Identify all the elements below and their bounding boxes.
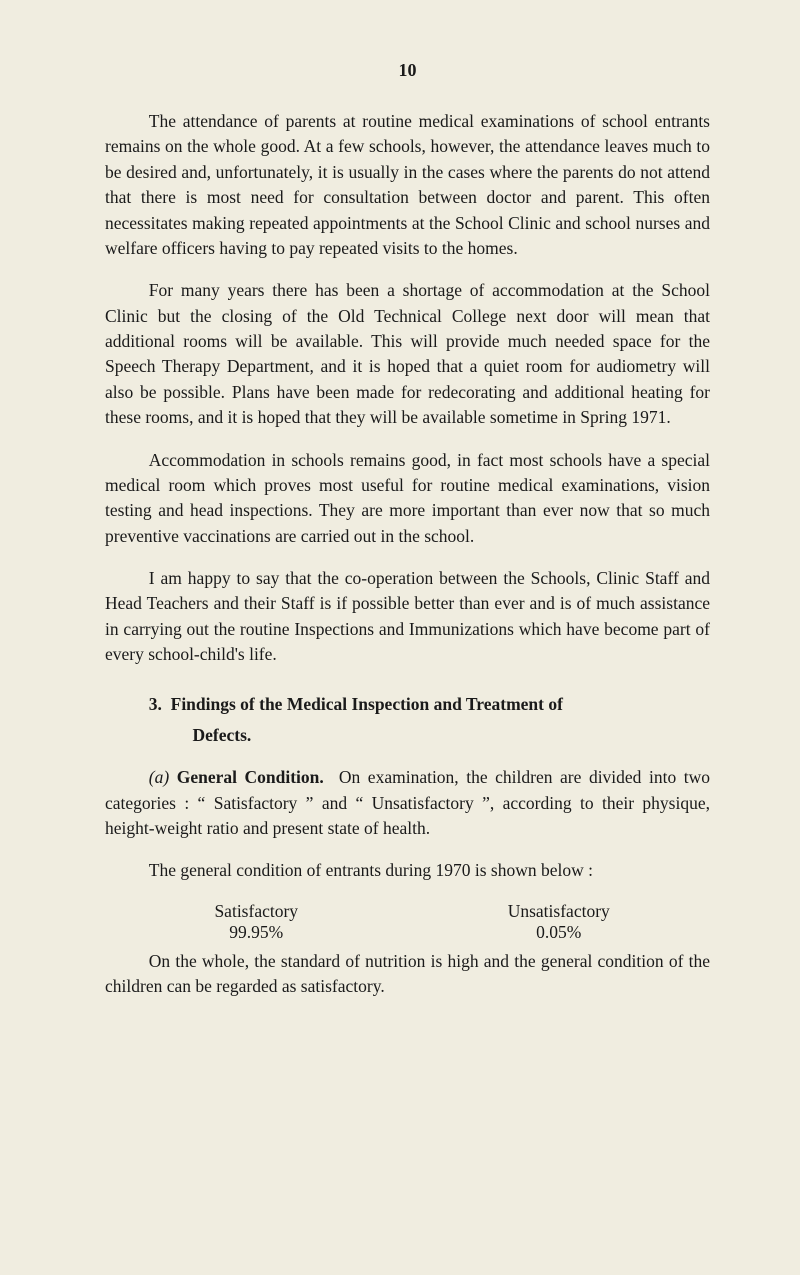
paragraph-2: For many years there has been a shortage…	[105, 278, 710, 430]
paragraph-1: The attendance of parents at routine med…	[105, 109, 710, 261]
section-3-heading: 3. Findings of the Medical Inspection an…	[105, 692, 710, 717]
table-col-satisfactory: Satisfactory 99.95%	[120, 901, 392, 943]
table-intro: The general condition of entrants during…	[105, 858, 710, 883]
table-col-unsatisfactory: Unsatisfactory 0.05%	[423, 901, 695, 943]
satisfactory-label: Satisfactory	[120, 901, 392, 922]
paragraph-4: I am happy to say that the co-operation …	[105, 566, 710, 668]
subsection-a: (a) General Condition. On examination, t…	[105, 765, 710, 841]
satisfactory-value: 99.95%	[120, 922, 392, 943]
unsatisfactory-value: 0.05%	[423, 922, 695, 943]
subsection-a-title: General Condition.	[177, 767, 324, 787]
section-3-heading-cont: Defects.	[193, 723, 711, 748]
document-page: 10 The attendance of parents at routine …	[0, 0, 800, 1275]
page-number: 10	[105, 60, 710, 81]
unsatisfactory-label: Unsatisfactory	[423, 901, 695, 922]
condition-table: Satisfactory 99.95% Unsatisfactory 0.05%	[105, 901, 710, 943]
closing-paragraph: On the whole, the standard of nutrition …	[105, 949, 710, 1000]
section-number: 3.	[149, 694, 162, 714]
subsection-a-label: (a)	[149, 767, 169, 787]
paragraph-3: Accommodation in schools remains good, i…	[105, 448, 710, 550]
section-title: Findings of the Medical Inspection and T…	[171, 694, 563, 714]
